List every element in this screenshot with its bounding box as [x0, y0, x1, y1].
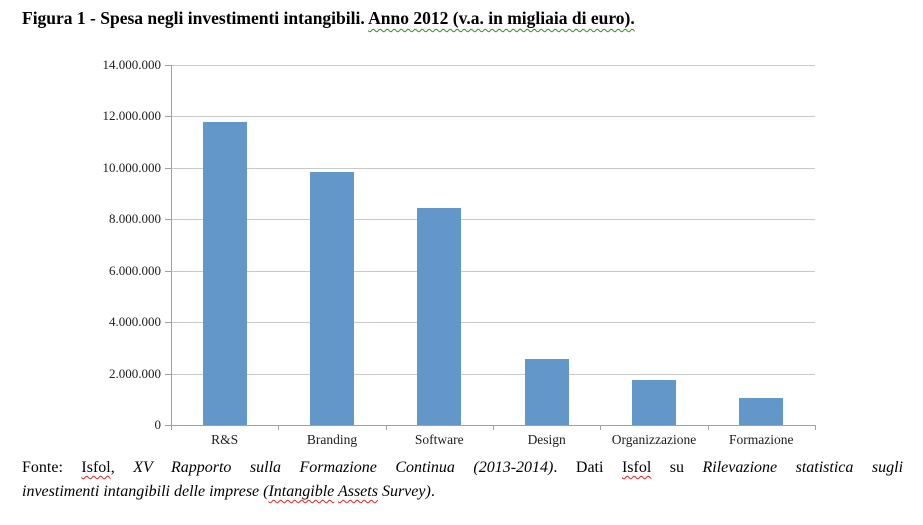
- footer-segment: investimenti intangibili delle imprese (: [22, 483, 269, 500]
- y-axis-line: [171, 65, 172, 430]
- y-tick-label: 10.000.000: [102, 159, 162, 175]
- y-tick-mark: [165, 65, 171, 66]
- x-category-label: Formazione: [729, 432, 794, 447]
- footer-line: investimenti intangibili delle imprese (…: [22, 480, 903, 504]
- footer-segment: su: [651, 459, 703, 476]
- footer-segment: Fonte:: [22, 459, 82, 476]
- y-tick-mark: [165, 322, 171, 324]
- footer-segment: Survey): [377, 483, 431, 500]
- x-category-label: R&S: [211, 432, 239, 447]
- gridline: [171, 65, 815, 66]
- x-category-label: Software: [414, 432, 464, 447]
- x-tick-mark: [707, 425, 709, 430]
- x-tick-mark: [493, 425, 494, 430]
- gridline: [171, 373, 815, 375]
- gridline: [171, 322, 815, 324]
- y-tick-label: 0: [154, 417, 162, 432]
- gridline: [171, 270, 815, 272]
- x-axis-line: [165, 425, 815, 426]
- y-tick-mark: [165, 373, 171, 375]
- title-text-underlined: Anno 2012 (v.a. in migliaia di euro).: [368, 8, 635, 28]
- y-tick-mark: [165, 167, 171, 169]
- footer-segment: Isfol: [621, 459, 652, 476]
- y-tick-label: 14.000.000: [102, 57, 162, 72]
- title-text-main: Figura 1 - Spesa negli investimenti inta…: [22, 8, 369, 28]
- footer-segment: Isfol: [81, 459, 111, 476]
- source-note: Fonte: Isfol, XV Rapporto sulla Formazio…: [22, 456, 903, 504]
- x-tick-mark: [600, 425, 602, 430]
- y-tick-label: 2.000.000: [109, 365, 161, 381]
- gridline: [171, 219, 815, 221]
- footer-line: Fonte: Isfol, XV Rapporto sulla Formazio…: [22, 456, 903, 480]
- footer-segment: ,: [110, 459, 134, 476]
- footer-segment: XV Rapporto sulla Formazione Continua (2…: [133, 459, 554, 476]
- x-tick-mark: [815, 425, 816, 430]
- x-category-label: Branding: [306, 432, 358, 447]
- y-tick-label: 12.000.000: [102, 108, 162, 124]
- footer-segment: . Dati: [553, 459, 622, 476]
- bar-branding: [310, 171, 354, 425]
- gridline: [171, 116, 815, 118]
- x-tick-mark: [278, 425, 280, 430]
- footer-segment: .: [430, 483, 435, 500]
- x-tick-mark: [385, 425, 387, 430]
- page-title: Figura 1 - Spesa negli investimenti inta…: [22, 8, 635, 29]
- y-tick-label: 8.000.000: [109, 211, 161, 227]
- bar-software: [417, 207, 462, 425]
- x-category-label: Organizzazione: [611, 432, 697, 447]
- footer-segment: Rilevazione statistica sugli: [702, 459, 904, 476]
- bar-formazione: [739, 398, 784, 425]
- bar-organizzazione: [632, 380, 676, 425]
- gridline: [171, 167, 815, 169]
- footer-segment: Assets: [337, 483, 378, 500]
- y-tick-mark: [165, 116, 171, 118]
- y-tick-label: 6.000.000: [109, 262, 161, 278]
- x-category-label: Design: [527, 432, 566, 447]
- y-tick-label: 4.000.000: [109, 314, 161, 330]
- bar-r-s: [202, 121, 247, 425]
- y-tick-mark: [165, 219, 171, 221]
- footer-segment: Intangible: [268, 483, 335, 500]
- bar-design: [524, 359, 569, 425]
- y-tick-mark: [165, 270, 171, 272]
